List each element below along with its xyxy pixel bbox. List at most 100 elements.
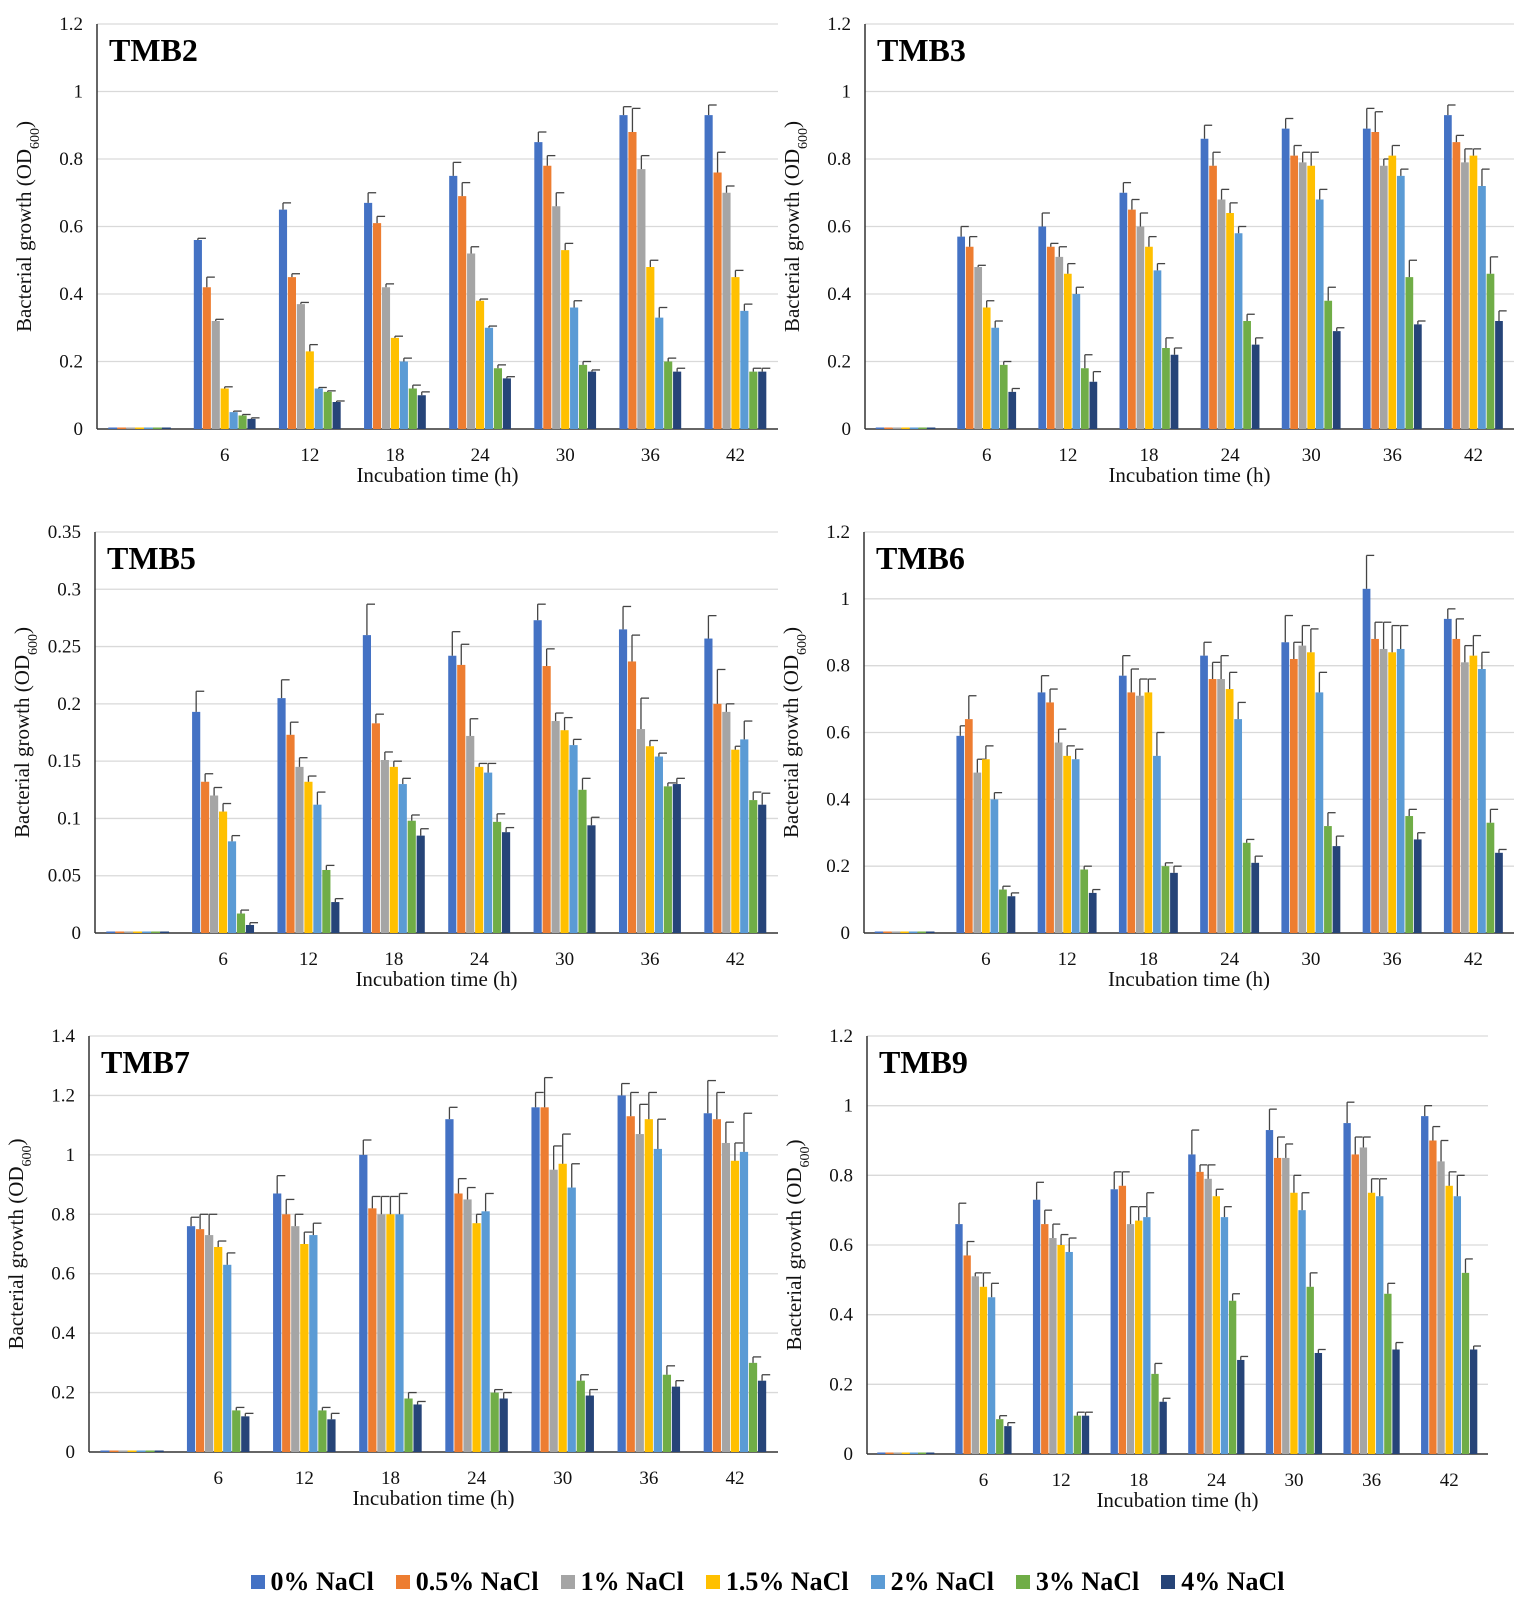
bar xyxy=(1359,1147,1368,1454)
x-tick-label: 36 xyxy=(641,445,660,466)
bar xyxy=(286,734,295,933)
bar xyxy=(637,169,646,429)
bar xyxy=(161,427,171,429)
y-tick-label: 0.2 xyxy=(827,352,851,373)
bar xyxy=(282,1214,291,1452)
bar xyxy=(1351,1154,1359,1454)
x-tick-label: 42 xyxy=(1464,445,1483,466)
bar xyxy=(1127,692,1136,933)
bar xyxy=(1469,655,1478,933)
bar xyxy=(1298,162,1307,429)
y-tick-label: 1 xyxy=(841,589,851,610)
bar xyxy=(1072,294,1081,429)
bar xyxy=(1251,862,1260,933)
x-tick-label: 42 xyxy=(726,949,745,970)
bar xyxy=(909,427,919,429)
bar xyxy=(395,1214,404,1452)
bar xyxy=(133,931,143,933)
bar xyxy=(220,388,229,429)
bar xyxy=(540,1107,549,1452)
bar xyxy=(999,889,1007,933)
bar xyxy=(359,1154,368,1452)
bar xyxy=(1332,331,1341,429)
bar xyxy=(987,1297,996,1454)
bar xyxy=(1136,226,1145,429)
bar xyxy=(704,638,713,933)
panel-tmb7: 0 0.2 0.4 0.6 0.8 1 1.2 1.4 6 12 18 24 30 36 42 Incubat… xyxy=(4,1026,778,1510)
bar xyxy=(472,1223,481,1452)
bar xyxy=(1196,1171,1204,1454)
panel-tmb2: 0 0.2 0.4 0.6 0.8 1 1.2 6 12 18 24 30 36 42 Incubation… xyxy=(12,14,778,487)
legend-label: 3% NaCl xyxy=(1035,1567,1140,1596)
y-tick-label: 0.6 xyxy=(826,723,850,744)
x-tick-label: 36 xyxy=(640,949,659,970)
bar xyxy=(475,766,484,933)
bar xyxy=(979,1286,988,1454)
y-tick-label: 0.15 xyxy=(48,751,81,772)
bar xyxy=(900,931,909,933)
bar xyxy=(211,321,220,429)
bar xyxy=(1396,175,1405,429)
bar xyxy=(560,730,569,933)
bar xyxy=(287,277,297,429)
bar xyxy=(1384,1293,1392,1454)
y-tick-label: 0 xyxy=(841,923,851,944)
panel-title: TMB5 xyxy=(107,540,196,576)
bar xyxy=(458,196,467,429)
x-axis-label: Incubation time (h) xyxy=(1096,1488,1258,1512)
bar xyxy=(1478,669,1486,933)
legend-item: 0.5% NaCl xyxy=(395,1567,539,1597)
bar xyxy=(885,1452,894,1454)
legend-swatch xyxy=(250,1575,265,1589)
bar xyxy=(398,784,407,933)
y-axis-label: Bacterial growth (OD600) xyxy=(782,1139,813,1350)
bar xyxy=(218,811,228,933)
y-tick-label: 0 xyxy=(74,419,84,440)
bar xyxy=(926,427,936,429)
bar xyxy=(1119,192,1128,429)
bar xyxy=(126,427,136,429)
bar xyxy=(377,1214,386,1452)
x-tick-label: 12 xyxy=(1058,445,1077,466)
bar xyxy=(1046,246,1055,429)
bar xyxy=(1495,852,1503,933)
bar xyxy=(291,1226,300,1452)
bar xyxy=(1298,645,1307,933)
bar xyxy=(399,361,408,429)
bar xyxy=(245,924,255,933)
legend-item: 2% NaCl xyxy=(870,1567,994,1597)
x-axis-label: Incubation time (h) xyxy=(355,967,517,991)
bar xyxy=(653,1148,662,1452)
bar xyxy=(1073,1415,1082,1454)
y-axis-label: Bacterial growth (OD600) xyxy=(4,1138,35,1349)
bar xyxy=(106,931,116,933)
bar xyxy=(501,832,511,933)
x-tick-label: 6 xyxy=(213,1468,223,1489)
bar xyxy=(926,1452,935,1454)
bar xyxy=(739,1151,749,1452)
bar xyxy=(1032,1199,1041,1454)
bar xyxy=(305,351,314,429)
bar xyxy=(327,1419,336,1452)
bar xyxy=(372,223,382,429)
y-tick-label: 1 xyxy=(66,1145,76,1166)
legend-swatch xyxy=(560,1575,575,1589)
bar xyxy=(1081,1415,1090,1454)
bar xyxy=(448,655,457,933)
bar xyxy=(1145,246,1153,429)
y-tick-label: 0.4 xyxy=(826,789,850,810)
bar xyxy=(192,711,201,933)
y-tick-label: 0 xyxy=(842,419,852,440)
bar xyxy=(965,246,974,429)
bar xyxy=(151,931,161,933)
y-tick-label: 0.6 xyxy=(51,1264,75,1285)
bar xyxy=(918,427,927,429)
y-tick-label: 1.2 xyxy=(51,1085,75,1106)
x-tick-label: 12 xyxy=(1058,949,1077,970)
bar xyxy=(1080,368,1089,429)
bar xyxy=(417,395,426,429)
bar xyxy=(1307,165,1316,429)
bar xyxy=(1314,1352,1323,1454)
bar xyxy=(475,300,485,429)
bar xyxy=(416,835,425,933)
